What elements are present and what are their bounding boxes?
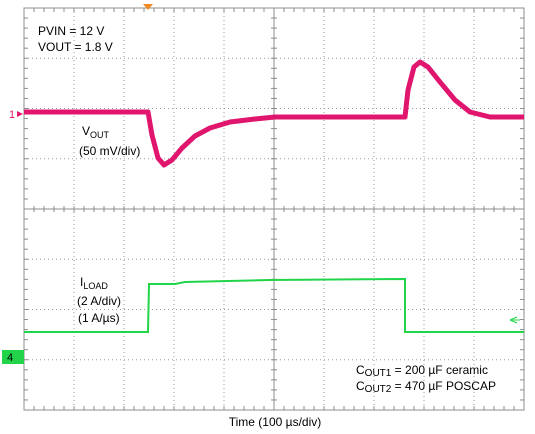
iload-main: I (80, 275, 83, 289)
vout-scale: (50 mV/div) (79, 144, 140, 158)
graticule (23, 7, 525, 411)
iload-slew: (1 A/µs) (78, 311, 120, 325)
cout1-label: COUT1 = 200 µF ceramic (356, 363, 488, 379)
iload-trace-label: ILOAD (80, 275, 108, 291)
cout1-main: C (356, 363, 365, 377)
vout-setting-label: VOUT = 1.8 V (38, 40, 113, 54)
x-axis-label: Time (100 µs/div) (229, 415, 322, 429)
cout1-sub: OUT1 (365, 368, 392, 379)
vout-trace (24, 59, 524, 168)
iload-sub: LOAD (83, 281, 108, 291)
trigger-marker (143, 4, 153, 10)
ch1-marker: 1 (9, 109, 15, 121)
cout2-sub: OUT2 (365, 384, 392, 395)
cout2-label: COUT2 = 470 µF POSCAP (356, 379, 496, 395)
iload-scale: (2 A/div) (77, 294, 121, 308)
ch4-badge (2, 350, 24, 364)
vout-main: V (82, 124, 90, 138)
cout2-text: = 470 µF POSCAP (391, 379, 496, 393)
ch4-marker: 4 (7, 352, 13, 364)
cout1-text: = 200 µF ceramic (391, 363, 488, 377)
vout-sub: OUT (90, 130, 110, 140)
cout2-main: C (356, 379, 365, 393)
ch1-arrow (17, 111, 23, 117)
pvin-label: PVIN = 12 V (38, 24, 104, 38)
iload-trace (24, 277, 524, 333)
vout-trace-label: VOUT (82, 124, 110, 140)
ch4-level-arrow (509, 316, 520, 324)
